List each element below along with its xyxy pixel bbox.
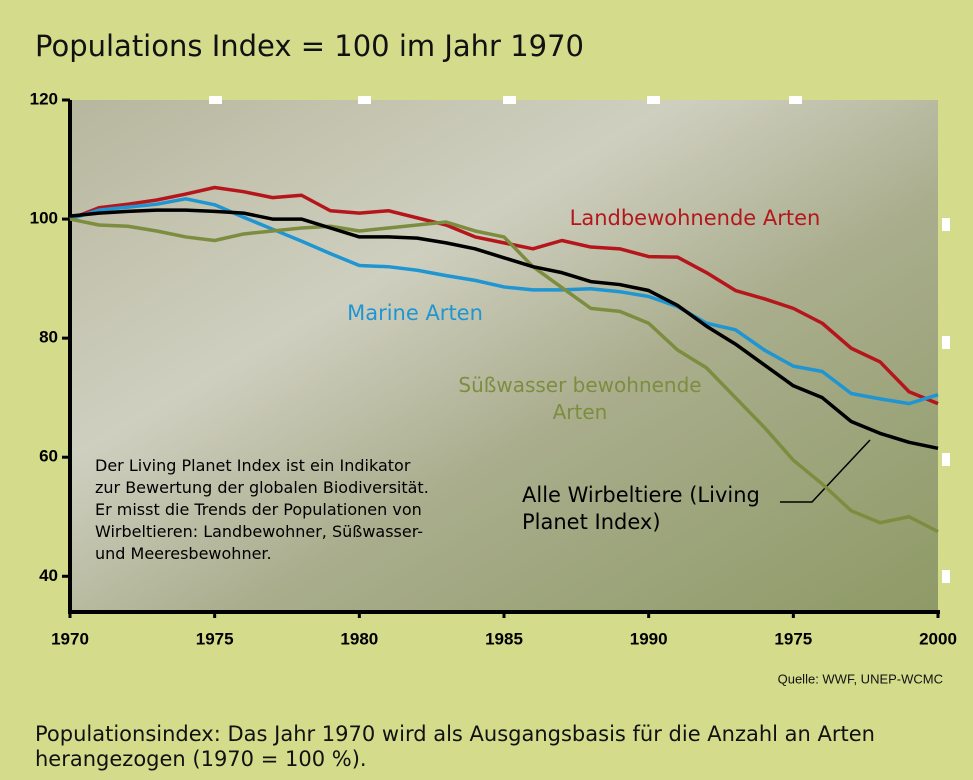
- caption: Populationsindex: Das Jahr 1970 wird als…: [35, 722, 970, 772]
- annotation: Der Living Planet Index ist ein Indikato…: [95, 455, 430, 565]
- y-tick-label: 60: [39, 447, 58, 466]
- y-tick-label: 100: [30, 209, 58, 228]
- series-label: Süßwasser bewohnende Arten: [455, 372, 705, 426]
- series-label: Marine Arten: [300, 300, 530, 327]
- x-tick-label: 1980: [340, 629, 378, 648]
- x-tick-label: 2000: [919, 629, 957, 648]
- page: {"chart_data": {"type": "line", "title":…: [0, 0, 973, 780]
- x-tick-label: 1985: [485, 629, 523, 648]
- series-label: Alle Wirbeltiere (Living Planet Index): [522, 482, 802, 536]
- x-tick-label: 1970: [51, 629, 89, 648]
- source: Quelle: WWF, UNEP-WCMC: [778, 671, 943, 686]
- x-tick-label: 1990: [630, 629, 668, 648]
- y-tick-label: 120: [30, 89, 58, 108]
- x-tick-label: 1975: [774, 629, 812, 648]
- y-tick-label: 80: [39, 328, 58, 347]
- y-tick-label: 40: [39, 566, 58, 585]
- x-tick-label: 1975: [196, 629, 234, 648]
- chart-title: Populations Index = 100 im Jahr 1970: [35, 29, 584, 63]
- series-label: Landbewohnende Arten: [530, 205, 860, 232]
